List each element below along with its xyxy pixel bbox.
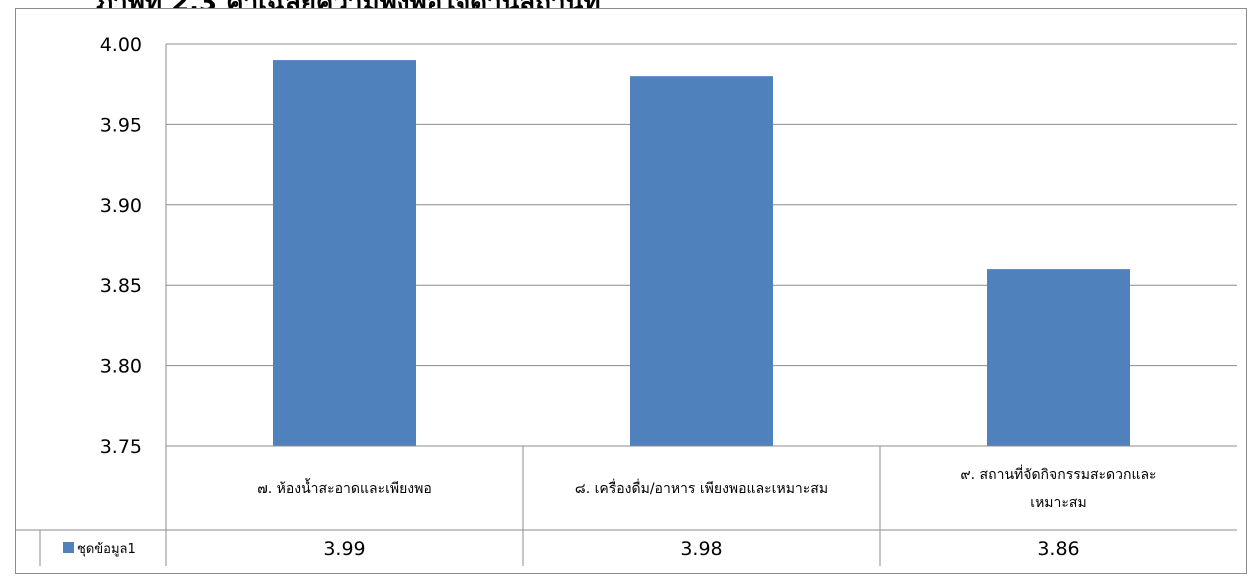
- legend-label: ชุดข้อมูล1: [77, 542, 136, 557]
- data-value-label: 3.86: [1037, 538, 1079, 560]
- y-tick-label: 3.80: [100, 356, 142, 378]
- page-title-text: ภาพที่ 2.3 ค่าเฉลี่ยความพึงพอใจด้านสถานท…: [96, 0, 601, 8]
- y-tick-label: 3.85: [100, 275, 142, 297]
- bar: [987, 269, 1130, 446]
- y-tick-label: 3.95: [100, 114, 142, 136]
- legend-swatch: [63, 542, 74, 553]
- data-value-label: 3.98: [680, 538, 722, 560]
- y-tick-label: 3.75: [100, 436, 142, 458]
- category-label: ๙. สถานที่จัดกิจกรรมสะดวกและ: [960, 465, 1156, 483]
- category-label: ๘. เครื่องดื่ม/อาหาร เพียงพอและเหมาะสม: [575, 479, 828, 497]
- category-label: เหมาะสม: [1030, 495, 1086, 511]
- category-label: ๗. ห้องน้ำสะอาดและเพียงพอ: [257, 478, 432, 497]
- data-value-label: 3.99: [323, 538, 365, 560]
- bar: [273, 60, 416, 447]
- y-tick-label: 4.00: [100, 34, 142, 56]
- chart-frame: [15, 8, 1247, 574]
- page-title: ภาพที่ 2.3 ค่าเฉลี่ยความพึงพอใจด้านสถานท…: [0, 0, 1252, 8]
- y-tick-label: 3.90: [100, 195, 142, 217]
- bar: [630, 76, 773, 446]
